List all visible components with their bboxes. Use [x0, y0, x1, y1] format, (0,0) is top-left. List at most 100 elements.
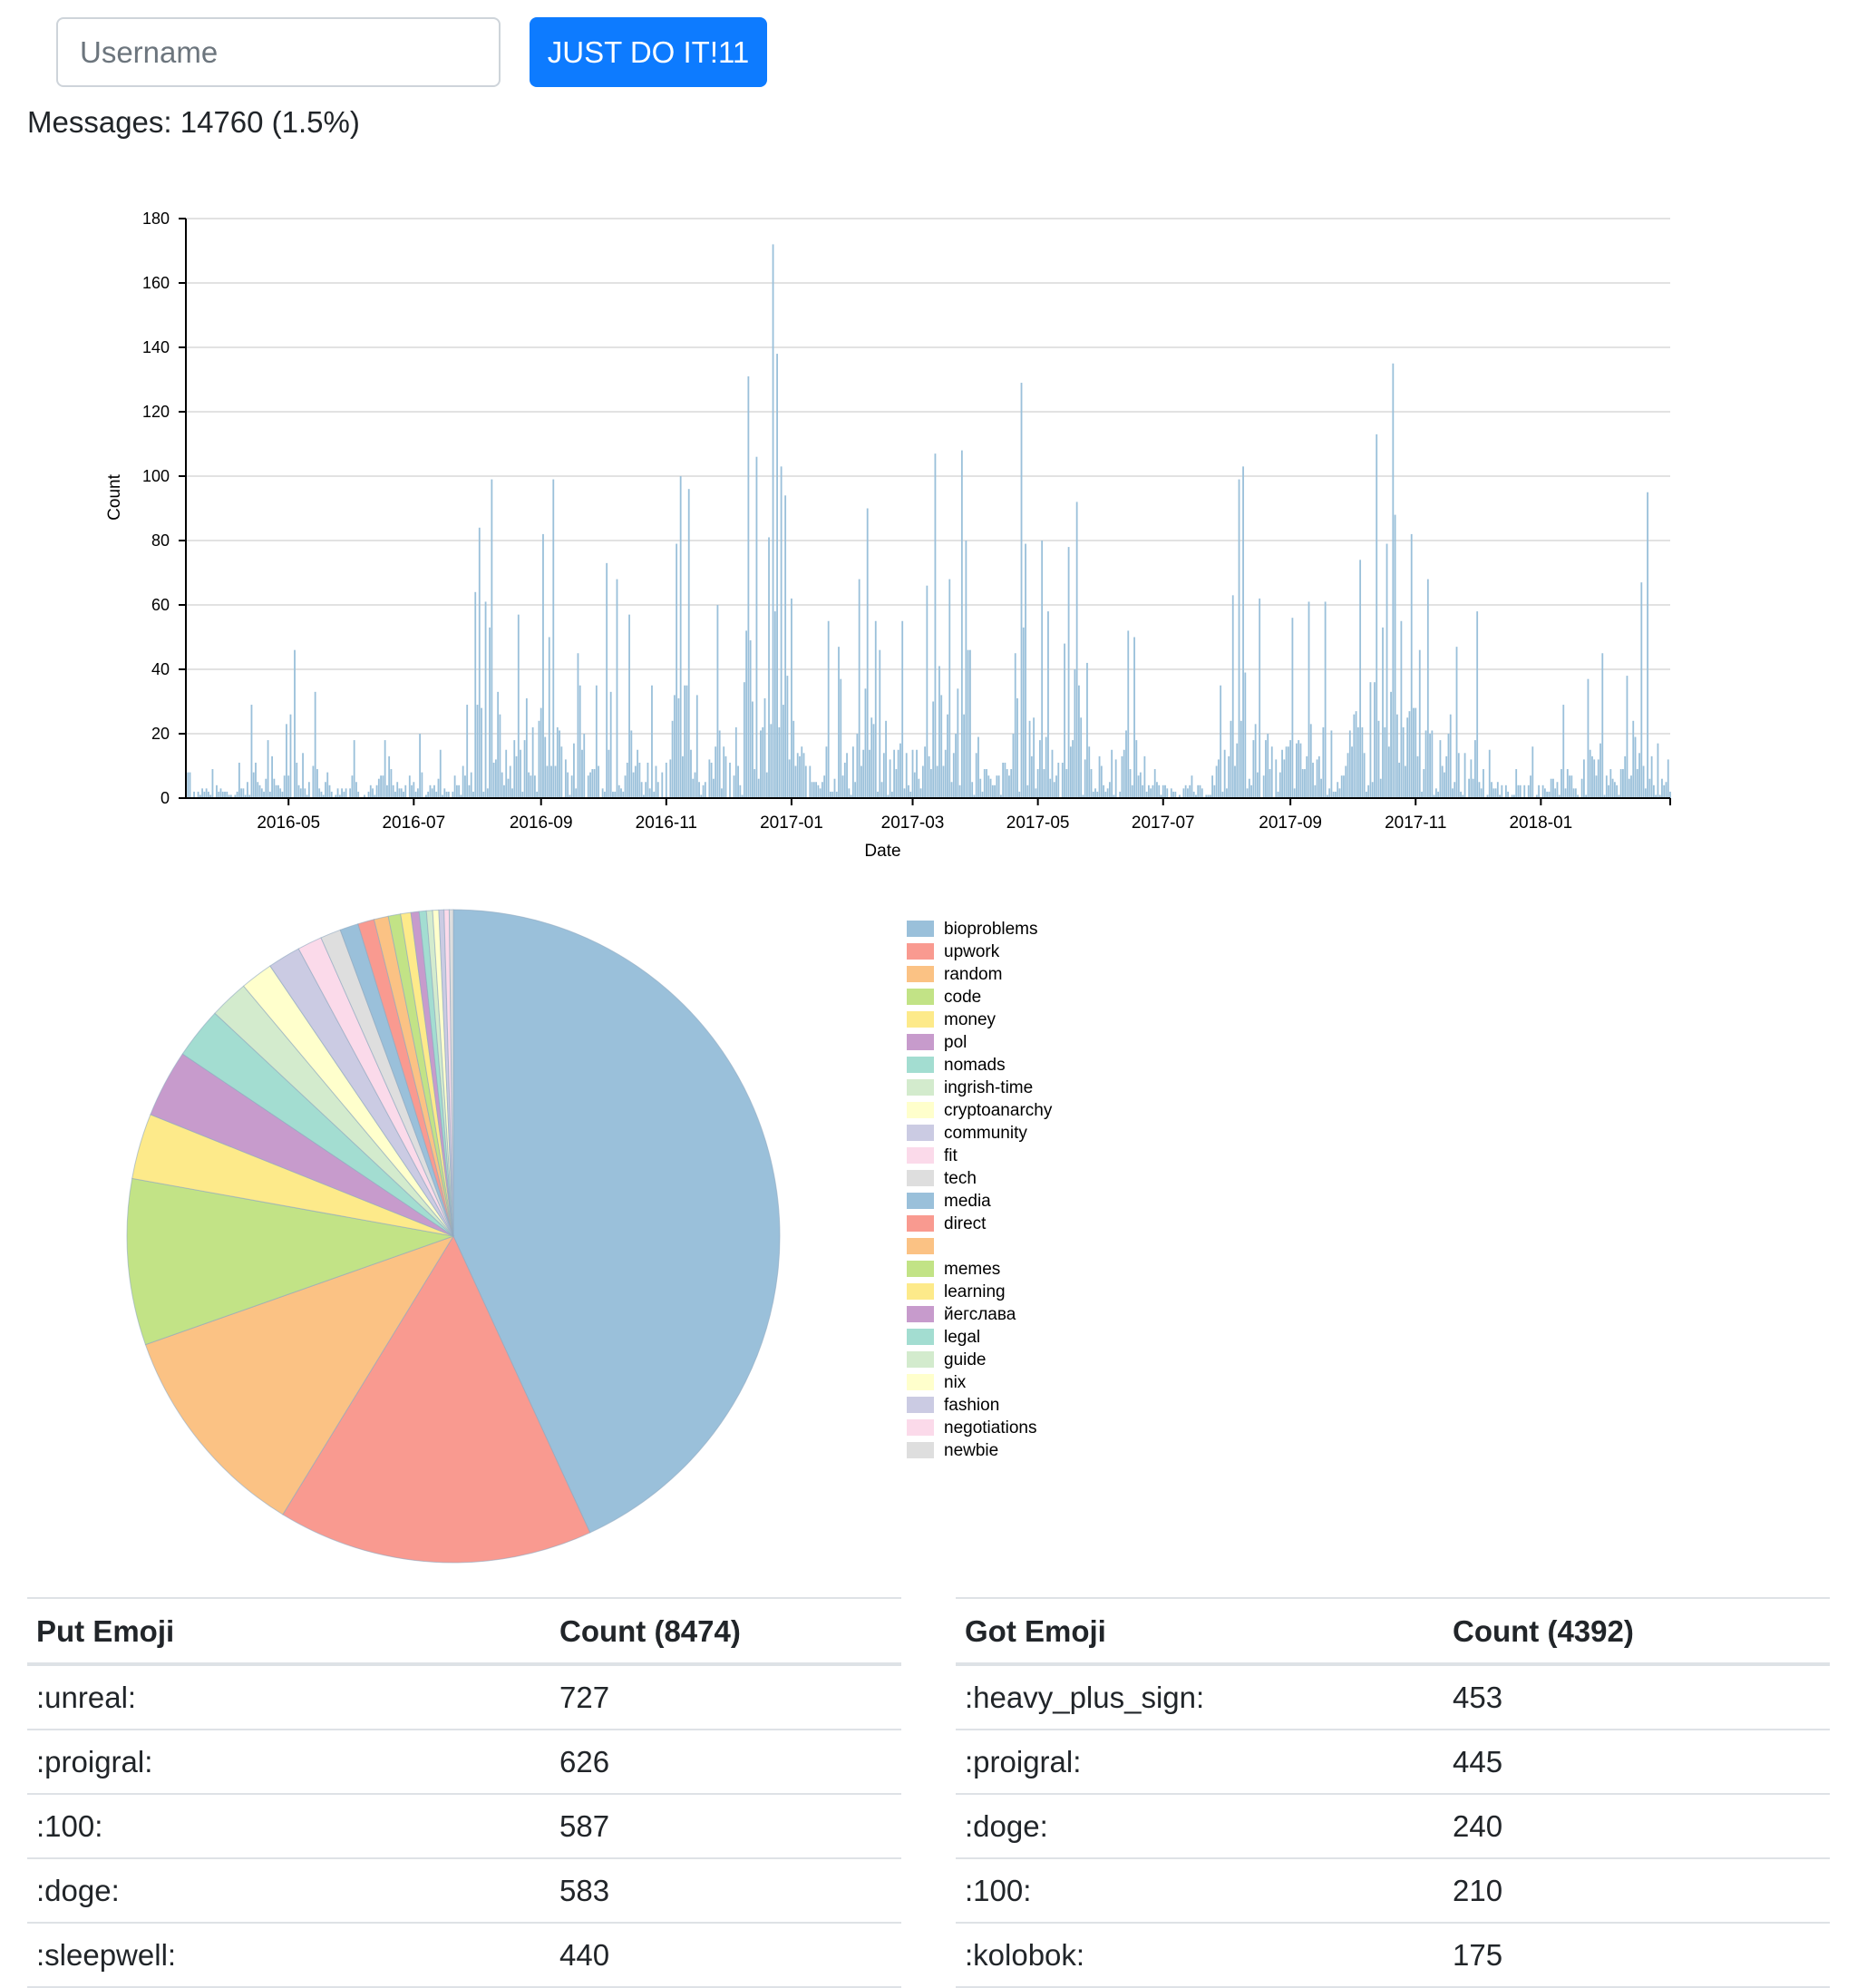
chart-bar: [478, 527, 481, 798]
chart-bar: [1291, 618, 1294, 798]
chart-bar: [1517, 784, 1520, 798]
chart-bar: [1591, 755, 1593, 798]
chart-bar: [1429, 734, 1431, 798]
chart-bar: [973, 794, 976, 798]
chart-bar: [1150, 788, 1152, 798]
chart-bar: [1398, 762, 1401, 798]
chart-bar: [1431, 730, 1434, 798]
chart-bar: [380, 775, 383, 798]
chart-bar: [665, 762, 667, 798]
chart-bar: [1663, 784, 1666, 798]
chart-bar: [734, 726, 737, 798]
chart-bar: [468, 784, 471, 798]
chart-bar: [455, 784, 458, 798]
chart-bar: [656, 782, 659, 798]
chart-bar: [1434, 788, 1437, 798]
chart-bar: [762, 726, 764, 798]
chart-bar: [874, 620, 877, 798]
chart-bar: [991, 784, 994, 798]
chart-bar: [1135, 740, 1138, 798]
emoji-name: :100:: [36, 1809, 103, 1843]
got-emoji-table: Got Emoji Count (4392) :heavy_plus_sign:…: [956, 1597, 1830, 1988]
chart-bar: [297, 784, 300, 798]
chart-bar: [1312, 762, 1314, 798]
chart-bar: [1384, 726, 1386, 798]
chart-bar: [228, 794, 230, 798]
chart-bar: [1324, 601, 1327, 798]
chart-bar: [1433, 794, 1435, 798]
legend-swatch: [907, 1102, 934, 1118]
channel-pie-chart: bioproblems upwork random code money pol nomad…: [126, 909, 1053, 1564]
chart-bar: [1111, 749, 1113, 798]
chart-bar: [890, 791, 893, 798]
chart-bar: [1139, 772, 1142, 798]
username-input[interactable]: [56, 17, 501, 87]
chart-bar: [1320, 778, 1322, 798]
chart-bar: [396, 782, 399, 798]
chart-bar: [470, 772, 472, 798]
chart-bar: [1008, 775, 1010, 798]
legend-swatch: [907, 1419, 934, 1436]
chart-bar: [729, 762, 731, 798]
chart-bar: [609, 691, 612, 798]
chart-bar: [819, 788, 822, 798]
chart-bar: [587, 775, 589, 798]
chart-bar: [770, 724, 773, 798]
chart-bar: [1129, 769, 1132, 798]
chart-bar: [1463, 753, 1466, 798]
chart-bar: [1616, 784, 1619, 798]
legend-label: bioproblems: [944, 920, 1038, 939]
chart-bar: [1369, 682, 1372, 798]
legend-swatch: [907, 1351, 934, 1368]
chart-bar: [1619, 769, 1622, 798]
chart-bar: [776, 354, 778, 798]
chart-bar: [669, 759, 672, 798]
chart-bar: [1531, 746, 1534, 798]
chart-bar: [1530, 775, 1531, 798]
chart-bar: [523, 740, 526, 798]
chart-bar: [1096, 791, 1099, 798]
chart-bar: [965, 541, 967, 798]
chart-bar: [1546, 791, 1549, 798]
chart-bar: [447, 791, 450, 798]
chart-bar: [926, 585, 928, 798]
x-tick-label: 2017-07: [1132, 814, 1195, 833]
chart-bar: [1394, 514, 1396, 798]
chart-bar: [612, 791, 614, 798]
legend-swatch: [907, 1193, 934, 1209]
chart-bar: [869, 749, 870, 798]
legend-label: upwork: [944, 942, 1000, 961]
emoji-count: 240: [1453, 1809, 1503, 1843]
chart-bar: [1049, 778, 1052, 798]
chart-bar: [643, 794, 645, 798]
chart-bar: [236, 791, 238, 798]
chart-bar: [1548, 791, 1551, 798]
chart-bar: [1647, 492, 1648, 798]
chart-bar: [877, 791, 879, 798]
submit-button[interactable]: JUST DO IT!11: [530, 17, 767, 87]
chart-bar: [692, 778, 695, 798]
chart-bar: [193, 791, 195, 798]
put-emoji-table: Put Emoji Count (8474) :unreal: 727 :proi…: [27, 1597, 901, 1988]
chart-bar: [1020, 383, 1023, 798]
chart-bar: [1552, 778, 1554, 798]
chart-bar: [525, 697, 528, 798]
chart-bar: [918, 778, 920, 798]
chart-bar: [1597, 759, 1599, 798]
chart-bar: [1092, 791, 1094, 798]
x-tick-label: 2017-03: [881, 814, 945, 833]
table-row: :100: 210: [956, 1859, 1830, 1924]
legend-label: random: [944, 965, 1002, 984]
chart-bar: [655, 765, 657, 798]
chart-bar: [531, 726, 534, 798]
chart-bar: [1445, 755, 1448, 798]
chart-bar: [1170, 788, 1172, 798]
chart-bar: [1385, 543, 1388, 798]
chart-bar: [841, 775, 844, 798]
emoji-name: :kolobok:: [965, 1938, 1085, 1972]
chart-bar: [1252, 740, 1255, 798]
chart-bar: [542, 533, 544, 798]
chart-bar: [1330, 730, 1333, 798]
column-header-got-emoji: Got Emoji: [965, 1614, 1106, 1648]
chart-bar: [546, 765, 549, 798]
